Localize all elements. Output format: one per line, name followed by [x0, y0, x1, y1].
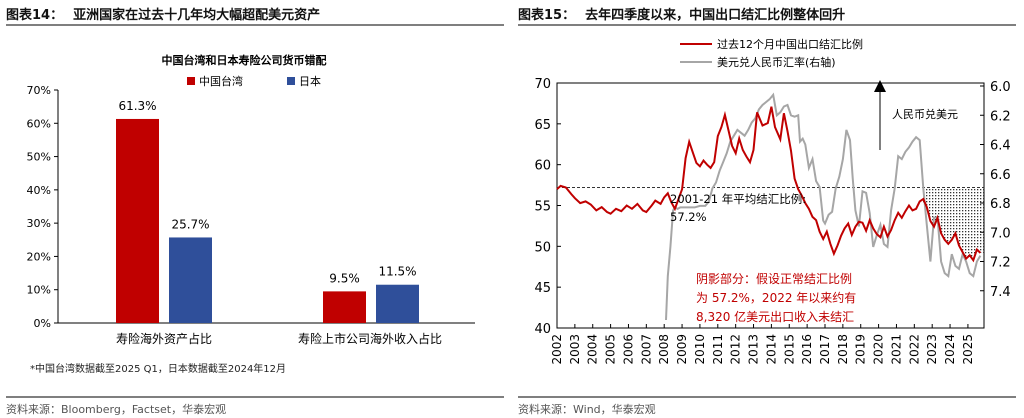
legend-swatch-japan [287, 77, 295, 85]
line-x-tick-label: 2020 [872, 334, 886, 365]
bar-y-tick-label: 30% [27, 217, 51, 230]
shading-note-line2: 为 57.2%，2022 年以来约有 [696, 290, 856, 305]
line-y2-tick-label: 6.6 [990, 168, 1011, 183]
line-x-tick-label: 2014 [764, 334, 778, 365]
line-y-tick-label: 55 [534, 200, 551, 215]
usdcny-line [665, 92, 982, 321]
right-figure-title: 图表15： 去年四季度以来，中国出口结汇比例整体回升 [518, 4, 845, 23]
line-y-tick-label: 65 [534, 118, 551, 133]
line-y-tick-label: 70 [534, 77, 551, 92]
line-x-tick-label: 2023 [925, 334, 939, 365]
left-figure-number: 图表14： [6, 8, 64, 23]
left-title-rule [6, 24, 504, 26]
shading-note-line3: 8,320 亿美元出口收入未结汇 [696, 309, 854, 324]
legend-label-ratio: 过去12个月中国出口结汇比例 [717, 37, 863, 51]
bar-y-tick-label: 0% [34, 317, 51, 330]
line-x-tick-label: 2002 [550, 334, 564, 365]
bar-taiwan-1 [116, 118, 159, 323]
line-x-ticks: 2002 2003 2004 2005 2006 2007 2008 2009 2010 2011… [550, 324, 975, 365]
bar-data-label: 9.5% [329, 271, 360, 285]
up-arrow-icon [874, 80, 886, 92]
rmb-direction-annotation: 人民币兑美元 [874, 80, 958, 150]
rmb-direction-label: 人民币兑美元 [892, 107, 958, 121]
bar-y-tick-label: 50% [27, 151, 51, 164]
line-y2-tick-label: 7.2 [990, 256, 1011, 271]
bar-y-tick-label: 40% [27, 184, 51, 197]
legend-label-fx: 美元兑人民币汇率(右轴) [717, 55, 836, 69]
left-source: 资料来源：Bloomberg，Factset，华泰宏观 [6, 403, 227, 416]
legend-label-taiwan: 中国台湾 [199, 74, 243, 88]
line-x-tick-label: 2013 [747, 334, 761, 365]
bar-chart: 中国台湾和日本寿险公司货币错配 中国台湾 日本 0% 10% 20% 30% 40% 50… [27, 53, 475, 346]
line-x-tick-label: 2010 [693, 334, 707, 365]
line-y-ticks-left: 40 45 50 55 60 65 70 [534, 77, 561, 337]
left-figure-text: 亚洲国家在过去十几年均大幅超配美元资产 [73, 8, 321, 23]
bar-chart-title: 中国台湾和日本寿险公司货币错配 [162, 53, 327, 67]
line-y-tick-label: 45 [534, 281, 551, 296]
line-x-tick-label: 2019 [854, 334, 868, 365]
settlement-ratio-line [556, 106, 982, 263]
line-x-tick-label: 2007 [639, 334, 653, 365]
line-y2-tick-label: 6.0 [990, 80, 1011, 95]
line-y-ticks-right: 6.0 6.2 6.4 6.6 6.8 7.0 7.2 7.4 [980, 80, 1011, 300]
bar-marks: 61.3% 9.5% 25.7% 11.5% [116, 99, 419, 323]
right-bottom-rule [518, 396, 1016, 398]
bar-y-tick-label: 20% [27, 250, 51, 263]
legend-label-japan: 日本 [299, 74, 321, 88]
line-y-tick-label: 60 [534, 159, 551, 174]
shaded-region [921, 187, 984, 261]
line-x-tick-label: 2006 [621, 334, 635, 365]
left-bottom-rule [6, 396, 504, 398]
right-panel: 图表15： 去年四季度以来，中国出口结汇比例整体回升 40 45 50 55 60 65 70… [512, 0, 1024, 418]
line-x-tick-label: 2017 [818, 334, 832, 365]
line-y2-tick-label: 7.0 [990, 226, 1011, 241]
line-x-tick-label: 2005 [604, 334, 618, 365]
right-source: 资料来源：Wind，华泰宏观 [518, 403, 656, 416]
left-footnote: *中国台湾数据截至2025 Q1，日本数据截至2024年12月 [30, 364, 287, 375]
bar-taiwan-2 [323, 291, 366, 323]
line-y2-tick-label: 6.2 [990, 109, 1011, 124]
bar-category-label-2: 寿险上市公司海外收入占比 [298, 331, 442, 346]
right-title-rule [518, 24, 1016, 26]
line-x-tick-label: 2016 [800, 334, 814, 365]
line-x-tick-label: 2025 [961, 334, 975, 365]
line-y2-tick-label: 7.4 [990, 285, 1011, 300]
line-legend: 过去12个月中国出口结汇比例 美元兑人民币汇率(右轴) [680, 37, 863, 69]
bar-y-tick-label: 10% [27, 284, 51, 297]
line-x-tick-label: 2003 [568, 334, 582, 365]
bar-y-ticks: 0% 10% 20% 30% 40% 50% 60% 70% [27, 84, 58, 330]
bar-data-label: 61.3% [118, 99, 156, 113]
line-x-tick-label: 2004 [586, 334, 600, 365]
right-figure-text: 去年四季度以来，中国出口结汇比例整体回升 [585, 8, 846, 23]
left-figure-title: 图表14： 亚洲国家在过去十几年均大幅超配美元资产 [6, 4, 320, 23]
left-panel: 图表14： 亚洲国家在过去十几年均大幅超配美元资产 中国台湾和日本寿险公司货币错配… [6, 4, 504, 416]
reference-label-line2: 57.2% [670, 210, 707, 224]
line-y-tick-label: 50 [534, 240, 551, 255]
bar-japan-1 [169, 237, 212, 323]
line-x-tick-label: 2008 [657, 334, 671, 365]
reference-label-line1: 2001-21 年平均结汇比例: [670, 192, 806, 206]
legend-swatch-taiwan [187, 77, 195, 85]
bar-y-tick-label: 70% [27, 84, 51, 97]
line-y2-tick-label: 6.8 [990, 197, 1011, 212]
bar-data-label: 25.7% [171, 217, 209, 231]
line-x-tick-label: 2022 [907, 334, 921, 365]
line-x-tick-label: 2009 [675, 334, 689, 365]
line-x-tick-label: 2011 [711, 334, 725, 365]
shading-note-line1: 阴影部分：假设正常结汇比例 [696, 271, 852, 286]
line-x-tick-label: 2018 [836, 334, 850, 365]
bar-legend: 中国台湾 日本 [187, 74, 321, 88]
line-y2-tick-label: 6.4 [990, 139, 1011, 154]
line-x-tick-label: 2012 [729, 334, 743, 365]
bar-data-label: 11.5% [378, 265, 416, 279]
line-x-tick-label: 2015 [782, 334, 796, 365]
bar-japan-2 [376, 284, 419, 323]
bar-y-tick-label: 60% [27, 117, 51, 130]
bar-category-label-1: 寿险海外资产占比 [116, 331, 212, 346]
line-y-tick-label: 40 [534, 322, 551, 337]
line-x-tick-label: 2021 [889, 334, 903, 365]
line-x-tick-label: 2024 [943, 334, 957, 365]
right-figure-number: 图表15： [518, 8, 576, 23]
